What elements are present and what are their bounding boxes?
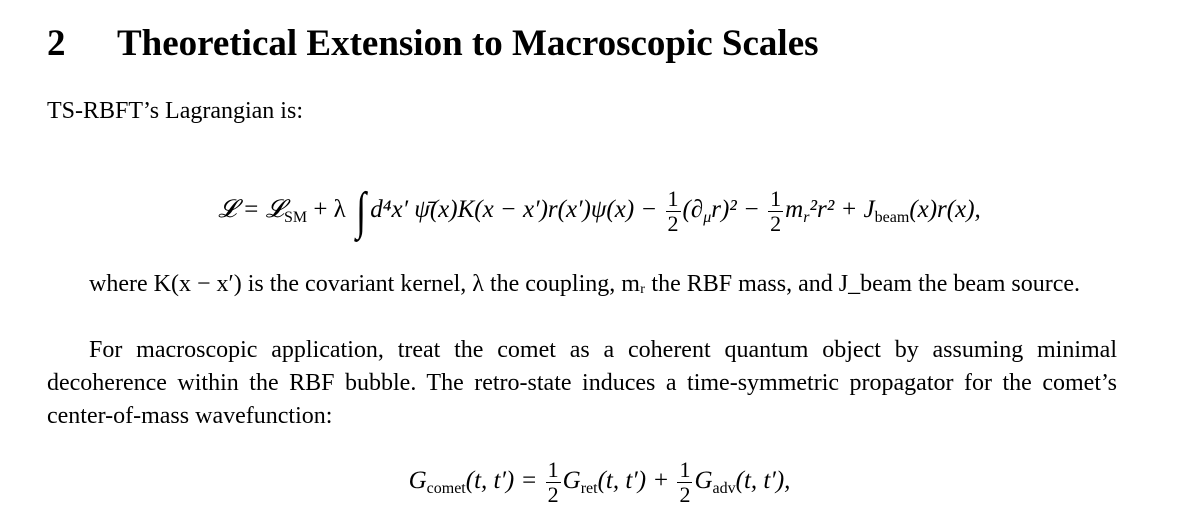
eq2-g-ret: G (562, 467, 581, 495)
section-title: Theoretical Extension to Macroscopic Sca… (117, 23, 819, 64)
eq1-lambda: + λ (307, 196, 346, 224)
eq1-term4-sub: beam (874, 209, 910, 227)
eq1-term2-rest: r)² − (711, 196, 760, 224)
eq2-g-adv: G (694, 467, 713, 495)
integral-sign: ∫ (356, 183, 367, 240)
denominator: 2 (667, 211, 679, 236)
denominator: 2 (547, 482, 559, 507)
propagator-equation: Gcomet(t, t′) = 1 2 Gret(t, t′) + 1 2 Gadv(t… (0, 458, 1199, 507)
eq2-args: (t, t′) = (465, 467, 538, 495)
eq2-args: (t, t′) + (597, 467, 670, 495)
eq1-body: d⁴x′ ψ̄(x)K(x − x′)r(x′)ψ(x) − (370, 196, 658, 224)
eq1-lhs: 𝓛 = 𝓛 (218, 196, 284, 224)
numerator: 1 (768, 186, 784, 212)
section-heading: 2 Theoretical Extension to Macroscopic Sc… (47, 22, 819, 65)
eq1-term2: (∂ (682, 196, 704, 224)
eq2-sub-ret: ret (580, 480, 598, 498)
eq1-term2-sub: μ (703, 209, 712, 227)
eq1-lhs-sub: SM (283, 209, 308, 227)
eq2-args: (t, t′), (735, 467, 791, 495)
denominator: 2 (679, 482, 691, 507)
eq2-g-comet: G (408, 467, 427, 495)
denominator: 2 (770, 211, 782, 236)
section-number: 2 (47, 23, 66, 64)
eq2-sub-comet: comet (426, 480, 466, 498)
numerator: 1 (677, 457, 693, 483)
eq1-term3-rest: ²r² + J (809, 196, 875, 224)
paragraph-definitions: where K(x − x′) is the covariant kernel,… (89, 271, 1081, 297)
paragraph-macroscopic: For macroscopic application, treat the c… (47, 337, 1117, 429)
eq1-term3-sub: r (803, 209, 810, 227)
numerator: 1 (665, 186, 681, 212)
eq1-term3: m (785, 196, 804, 224)
eq2-sub-adv: adv (712, 480, 736, 498)
numerator: 1 (545, 457, 561, 483)
eq1-term4-rest: (x)r(x), (909, 196, 981, 224)
intro-text: TS-RBFT’s Lagrangian is: (47, 98, 303, 124)
lagrangian-equation: 𝓛 = 𝓛SM + λ ∫ d⁴x′ ψ̄(x)K(x − x′)r(x′)ψ(x… (0, 182, 1199, 241)
